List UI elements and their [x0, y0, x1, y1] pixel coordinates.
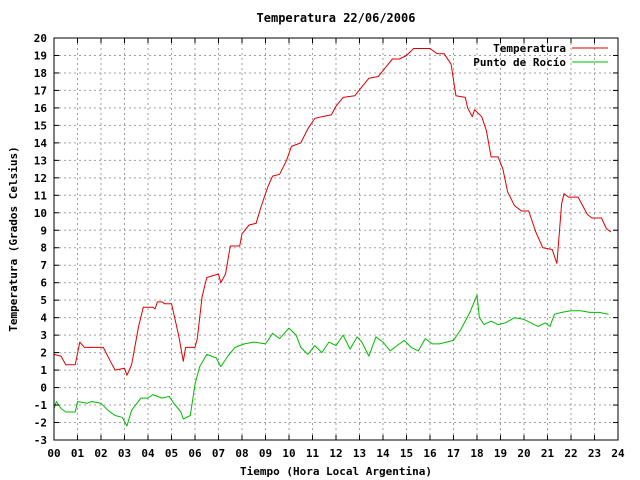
- y-tick-label: 13: [34, 154, 47, 167]
- y-tick-label: 9: [40, 224, 47, 237]
- y-tick-label: 15: [34, 119, 47, 132]
- chart-title: Temperatura 22/06/2006: [257, 11, 416, 25]
- x-tick-label: 06: [188, 447, 202, 460]
- legend-label-1: Temperatura: [493, 42, 566, 55]
- x-axis-label: Tiempo (Hora Local Argentina): [240, 465, 432, 478]
- x-tick-label: 18: [470, 447, 483, 460]
- y-tick-label: 1: [40, 364, 47, 377]
- y-tick-label: -1: [34, 399, 48, 412]
- y-tick-label: 14: [34, 137, 48, 150]
- x-tick-label: 03: [118, 447, 131, 460]
- x-tick-label: 08: [235, 447, 248, 460]
- x-tick-label: 13: [353, 447, 366, 460]
- y-tick-label: 17: [34, 84, 47, 97]
- x-tick-label: 05: [165, 447, 178, 460]
- y-tick-label: 16: [34, 102, 48, 115]
- y-tick-label: 18: [34, 67, 47, 80]
- series-line-1: [53, 48, 612, 376]
- y-tick-label: 0: [40, 382, 47, 395]
- x-tick-label: 02: [94, 447, 107, 460]
- x-tick-label: 01: [71, 447, 85, 460]
- y-tick-label: 19: [34, 49, 47, 62]
- x-tick-label: 22: [564, 447, 577, 460]
- x-tick-label: 14: [376, 447, 390, 460]
- x-tick-label: 12: [329, 447, 342, 460]
- x-tick-label: 21: [541, 447, 555, 460]
- y-tick-label: 6: [40, 277, 47, 290]
- y-tick-label: 2: [40, 347, 47, 360]
- x-tick-label: 15: [400, 447, 413, 460]
- grid: [54, 38, 618, 440]
- y-tick-label: 8: [40, 242, 47, 255]
- y-tick-label: 3: [40, 329, 47, 342]
- y-tick-label: 5: [40, 294, 47, 307]
- x-tick-label: 10: [282, 447, 295, 460]
- x-tick-label: 00: [47, 447, 60, 460]
- y-tick-label: 20: [34, 32, 47, 45]
- series-line-2: [53, 294, 609, 427]
- y-tick-label: 10: [34, 207, 47, 220]
- x-tick-label: 23: [588, 447, 601, 460]
- y-tick-label: -3: [34, 434, 47, 447]
- y-tick-label: 4: [40, 312, 47, 325]
- x-tick-label: 11: [306, 447, 320, 460]
- y-tick-label: 7: [40, 259, 47, 272]
- x-tick-label: 19: [494, 447, 507, 460]
- x-tick-label: 07: [212, 447, 225, 460]
- x-tick-label: 20: [517, 447, 530, 460]
- legend-label-2: Punto de Rocío: [473, 56, 566, 69]
- y-tick-label: 11: [34, 189, 48, 202]
- x-tick-label: 16: [423, 447, 437, 460]
- series-lines: [53, 48, 612, 427]
- y-tick-label: 12: [34, 172, 47, 185]
- x-tick-label: 24: [611, 447, 625, 460]
- y-axis-label: Temperatura (Grados Celsius): [7, 146, 20, 331]
- x-tick-label: 17: [447, 447, 460, 460]
- x-tick-label: 09: [259, 447, 272, 460]
- x-tick-label: 04: [141, 447, 155, 460]
- x-tick-labels: 00 01 02 03 04 05 06 07 08 09 10 11 12 13 14 15 16 17 18 19…: [47, 38, 625, 460]
- y-tick-label: -2: [34, 417, 47, 430]
